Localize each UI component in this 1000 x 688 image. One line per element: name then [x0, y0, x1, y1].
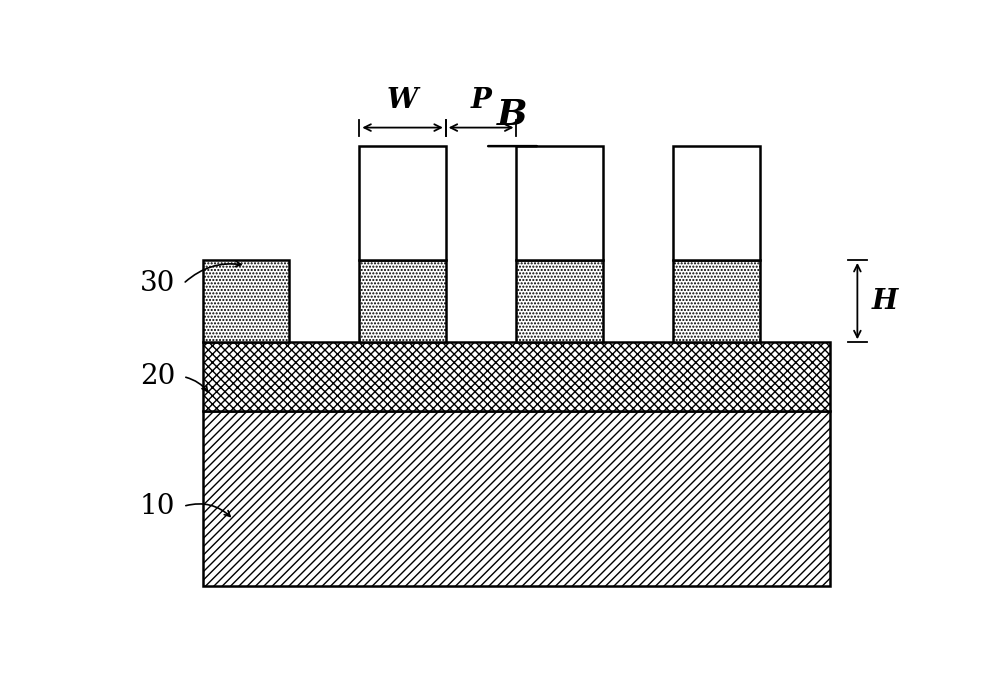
Bar [516, 260, 603, 342]
Bar [673, 260, 760, 342]
Bar [202, 260, 289, 342]
Bar [673, 146, 760, 260]
Bar [202, 342, 830, 411]
Text: 10: 10 [140, 493, 175, 520]
Text: 20: 20 [140, 363, 175, 390]
Text: H: H [871, 288, 898, 314]
Bar [202, 411, 830, 585]
Bar [516, 146, 603, 260]
Text: P: P [471, 87, 492, 114]
Text: B: B [497, 98, 528, 133]
Text: W: W [387, 87, 418, 114]
Bar [359, 146, 446, 260]
Text: 30: 30 [140, 270, 175, 297]
Bar [359, 260, 446, 342]
